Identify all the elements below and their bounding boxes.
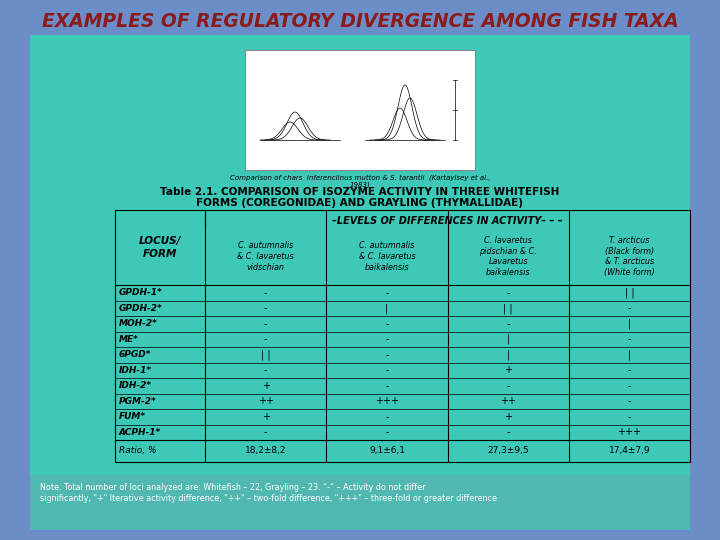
Text: T. arcticus
(Black form)
& T. arcticus
(White form): T. arcticus (Black form) & T. arcticus (… — [604, 236, 654, 277]
Text: C. lavaretus
pidschian & C.
Lavaretus
baikalensis: C. lavaretus pidschian & C. Lavaretus ba… — [480, 236, 537, 277]
Text: -: - — [385, 411, 389, 422]
Text: |: | — [385, 303, 389, 314]
Text: FORMS (COREGONIDAE) AND GRAYLING (THYMALLIDAE): FORMS (COREGONIDAE) AND GRAYLING (THYMAL… — [197, 198, 523, 208]
Text: IDH-1*: IDH-1* — [119, 366, 152, 375]
Text: ++: ++ — [500, 396, 516, 406]
Text: -: - — [628, 396, 631, 406]
Text: -: - — [385, 288, 389, 298]
Text: -: - — [385, 319, 389, 329]
Text: +: + — [504, 365, 512, 375]
Text: C. autumnalis
& C. lavaretus
vidschian: C. autumnalis & C. lavaretus vidschian — [238, 241, 294, 272]
Text: 1983): 1983) — [350, 182, 370, 188]
Text: -: - — [385, 365, 389, 375]
Text: | |: | | — [261, 349, 271, 360]
Text: | |: | | — [503, 303, 513, 314]
Text: 6PGD*: 6PGD* — [119, 350, 151, 359]
Text: -: - — [628, 303, 631, 313]
Text: -: - — [385, 334, 389, 345]
Text: +++: +++ — [375, 396, 399, 406]
Bar — [245, 50, 475, 170]
Text: MOH-2*: MOH-2* — [119, 319, 158, 328]
Text: -: - — [628, 334, 631, 345]
Text: –LEVELS OF DIFFERENCES IN ACTIVITY– – –: –LEVELS OF DIFFERENCES IN ACTIVITY– – – — [332, 216, 563, 226]
Text: significantly, "+" Iterative activity difference, "++" – two-fold difference, "+: significantly, "+" Iterative activity di… — [40, 494, 497, 503]
Text: -: - — [506, 319, 510, 329]
Text: FUM*: FUM* — [119, 412, 146, 421]
Text: 27,3±9,5: 27,3±9,5 — [487, 447, 529, 456]
Text: Ratio, %: Ratio, % — [119, 447, 156, 456]
Text: -: - — [628, 381, 631, 391]
Text: |: | — [506, 334, 510, 345]
Text: |: | — [628, 349, 631, 360]
Text: GPDH-1*: GPDH-1* — [119, 288, 163, 297]
Text: +: + — [504, 411, 512, 422]
Text: -: - — [264, 427, 267, 437]
Text: IDH-2*: IDH-2* — [119, 381, 152, 390]
Text: -: - — [628, 411, 631, 422]
Bar — [115, 210, 690, 462]
Text: 18,2±8,2: 18,2±8,2 — [245, 447, 287, 456]
Text: -: - — [264, 334, 267, 345]
Text: -: - — [385, 350, 389, 360]
Text: -: - — [264, 319, 267, 329]
Text: -: - — [264, 303, 267, 313]
Text: -: - — [506, 288, 510, 298]
Text: -: - — [385, 427, 389, 437]
Text: +: + — [261, 411, 269, 422]
Bar — [30, 475, 690, 530]
Text: | |: | | — [624, 287, 634, 298]
Text: 17,4±7,9: 17,4±7,9 — [608, 447, 650, 456]
Text: |: | — [506, 349, 510, 360]
Text: 9,1±6,1: 9,1±6,1 — [369, 447, 405, 456]
Text: -: - — [506, 427, 510, 437]
Text: Comparison of chars  inferenclinus mutton & S. tarantii  (Kartaylsey et al.,: Comparison of chars inferenclinus mutton… — [230, 174, 490, 180]
Text: -: - — [385, 381, 389, 391]
Text: -: - — [264, 288, 267, 298]
Bar — [30, 35, 690, 475]
Text: GPDH-2*: GPDH-2* — [119, 303, 163, 313]
Text: |: | — [628, 319, 631, 329]
Text: -: - — [506, 381, 510, 391]
Text: LOCUS/
FORM: LOCUS/ FORM — [139, 237, 181, 259]
Text: ME*: ME* — [119, 335, 139, 344]
Text: C. autumnalis
& C. lavaretus
baikalensis: C. autumnalis & C. lavaretus baikalensis — [359, 241, 415, 272]
Text: EXAMPLES OF REGULATORY DIVERGENCE AMONG FISH TAXA: EXAMPLES OF REGULATORY DIVERGENCE AMONG … — [42, 12, 678, 31]
Text: +++: +++ — [617, 427, 642, 437]
Text: -: - — [264, 365, 267, 375]
Text: ++: ++ — [258, 396, 274, 406]
Text: Table 2.1. COMPARISON OF ISOZYME ACTIVITY IN THREE WHITEFISH: Table 2.1. COMPARISON OF ISOZYME ACTIVIT… — [161, 187, 559, 197]
Text: +: + — [261, 381, 269, 391]
Text: -: - — [628, 365, 631, 375]
Text: Note. Total number of loci analyzed are: Whitefish – 22, Grayling – 23. “-” – Ac: Note. Total number of loci analyzed are:… — [40, 483, 426, 492]
Text: ACPH-1*: ACPH-1* — [119, 428, 161, 437]
Text: PGM-2*: PGM-2* — [119, 397, 157, 406]
